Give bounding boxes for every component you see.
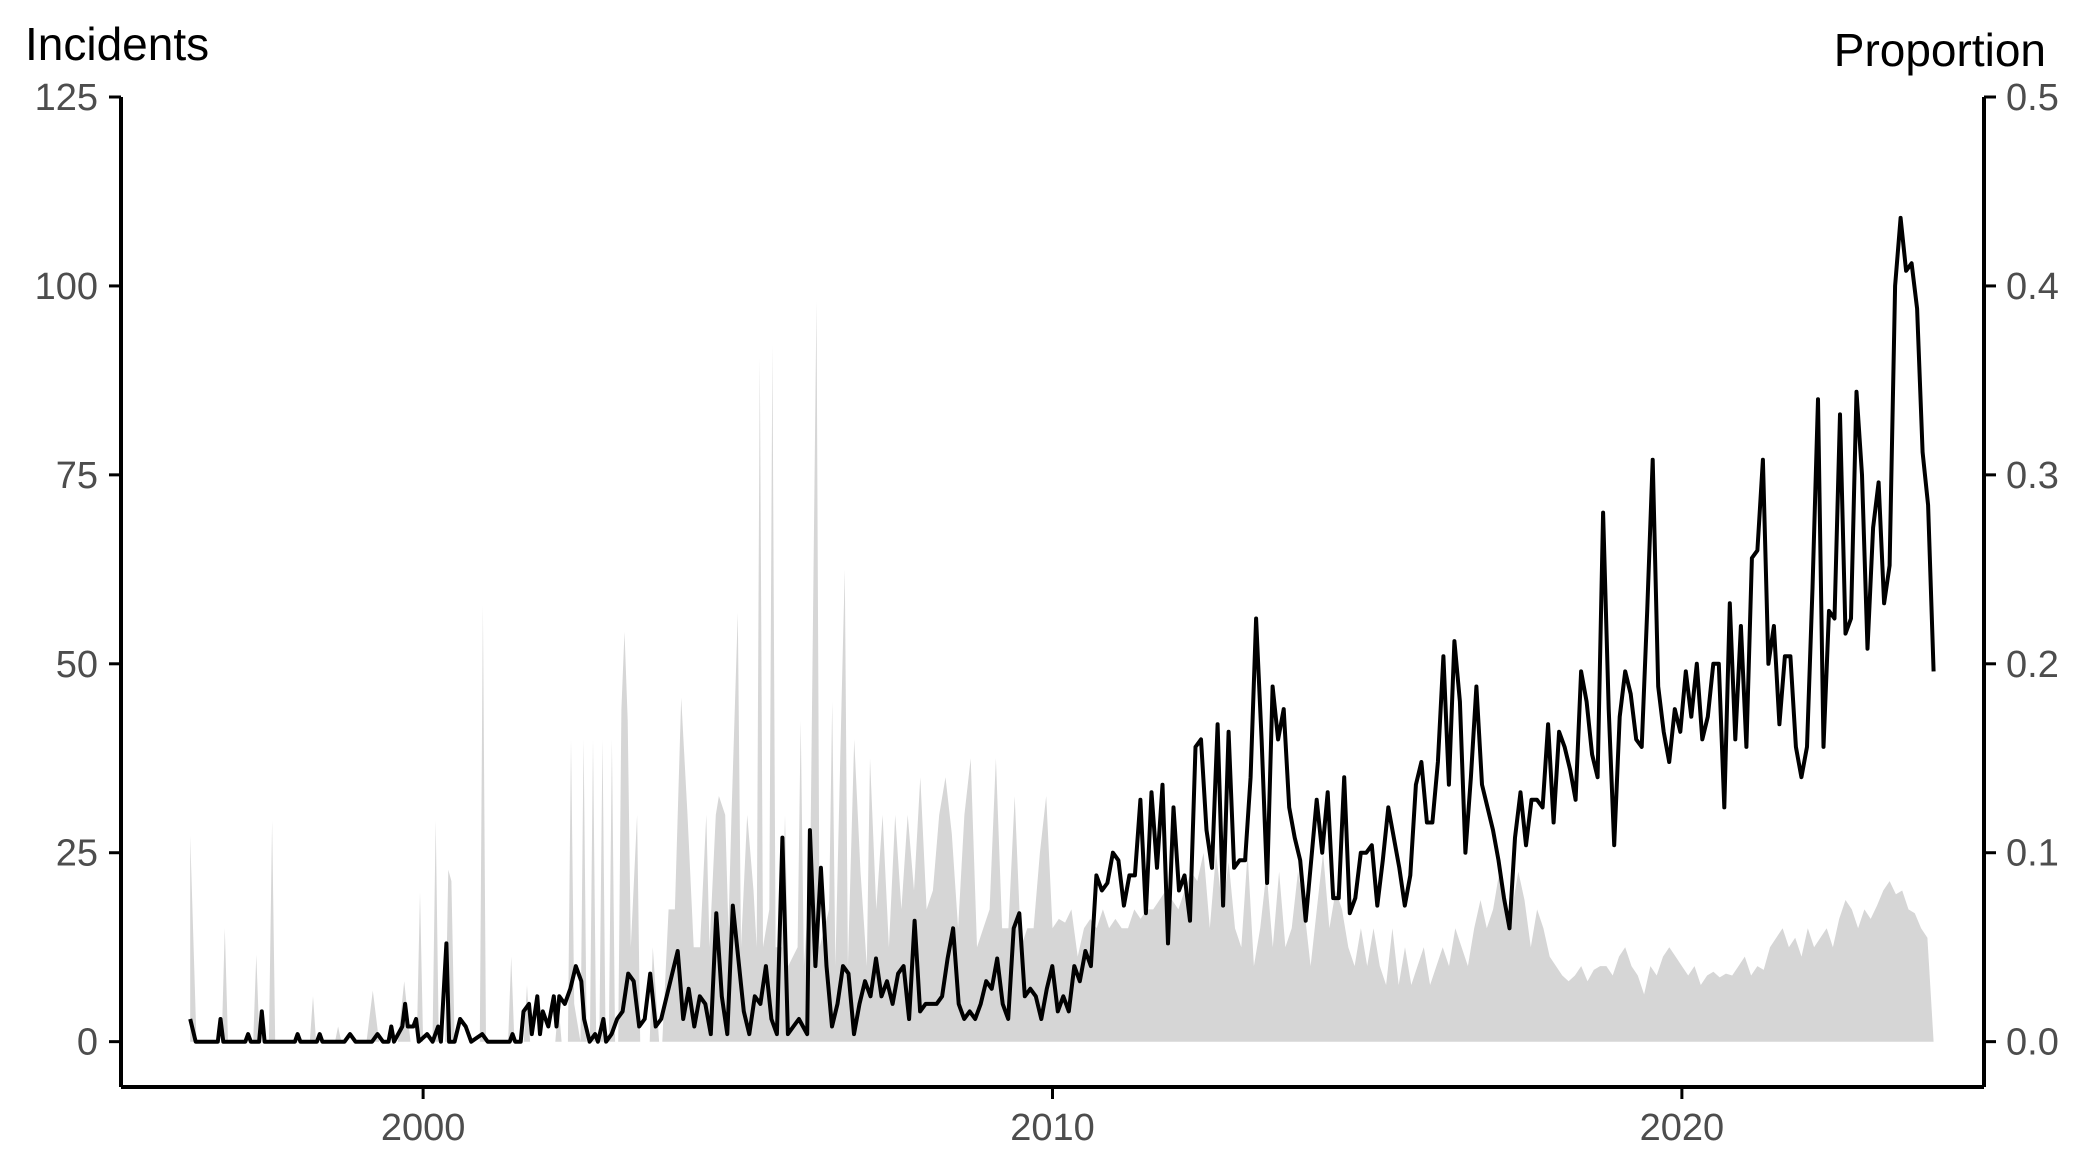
y-tick-right-label: 0.5 [2006,77,2059,119]
y-tick-left-label: 75 [56,455,98,497]
x-tick-label: 2000 [381,1107,466,1149]
y-tick-right-label: 0.1 [2006,833,2059,875]
y-axis-right-title: Proportion [1834,24,2046,76]
y-ticks-right: 0.0 0.1 0.2 0.3 0.4 0.5 [1984,77,2059,1064]
y-tick-right-label: 0.0 [2006,1022,2059,1064]
y-axis-left-title: Incidents [25,18,209,70]
x-tick-label: 2020 [1640,1107,1725,1149]
y-tick-left-label: 125 [35,77,98,119]
y-ticks-left: 0 25 50 75 100 125 [35,77,121,1064]
x-ticks: 2000 2010 2020 [381,1087,1724,1149]
plot-area [188,215,1936,1044]
y-tick-left-label: 0 [77,1022,98,1064]
y-tick-left-label: 100 [35,266,98,308]
y-tick-right-label: 0.3 [2006,455,2059,497]
y-tick-right-label: 0.4 [2006,266,2059,308]
y-tick-left-label: 50 [56,644,98,686]
proportion-area [190,301,1934,1042]
y-tick-left-label: 25 [56,833,98,875]
y-tick-right-label: 0.2 [2006,644,2059,686]
x-tick-label: 2010 [1010,1107,1095,1149]
incidents-line [188,215,1936,1044]
